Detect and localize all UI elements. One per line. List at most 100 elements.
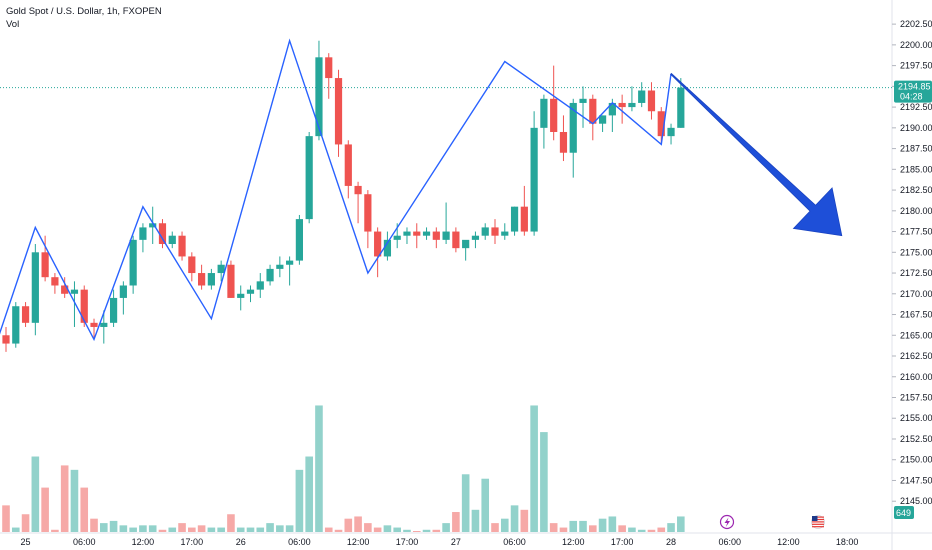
candle [188,252,196,282]
y-tick-label: 2192.50 [900,102,932,112]
candle-body [237,293,245,298]
candle-body [559,131,568,153]
candle [530,111,538,236]
candle [139,223,147,253]
volume-bar [80,487,89,532]
volume-bar [344,518,353,532]
candle [325,53,333,99]
candle-body [100,322,108,327]
candle [90,318,98,340]
volume-bar [637,529,646,532]
candle [149,206,157,245]
candle-body [12,306,20,344]
volume-badge-value: 649 [896,508,911,518]
volume-bar [90,518,98,532]
candle [256,273,264,298]
x-tick-label: 12:00 [132,537,155,547]
candle-body [628,102,636,108]
candle-body [403,231,411,236]
y-tick-label: 2160.00 [900,372,932,382]
candle-body [70,289,79,294]
candle [100,310,108,344]
volume-bar [559,527,568,532]
y-tick-label: 2145.00 [900,496,932,506]
candle-body [207,273,215,286]
volume-bar [334,529,343,532]
last-price-badge-bg [894,80,932,103]
volume-bar [432,529,441,532]
volume-bar [305,456,313,532]
candle-body [276,264,284,269]
candle [354,181,362,224]
candle-body [198,273,206,286]
candle-body [442,231,450,240]
volume-bar [285,525,294,532]
candle-body [393,235,401,240]
candle [334,69,343,157]
candle [374,227,382,278]
y-tick-label: 2172.50 [900,268,932,278]
candle [403,227,411,245]
us-flag-icon[interactable] [811,515,825,529]
volume-bar [471,509,480,532]
volume-badge: 649 [894,506,914,519]
volume-bar [589,525,597,532]
y-tick-label: 2167.50 [900,310,932,320]
candle-body [158,223,167,245]
candle-body [354,185,362,195]
candle [158,219,167,249]
volume-bar [227,514,235,532]
candle-body [501,231,509,236]
candle [109,289,118,327]
volume-bar [31,456,40,532]
candle-body [579,98,587,103]
x-tick-label: 06:00 [288,537,311,547]
candle [677,78,685,128]
volume-bar [491,523,499,532]
candle-body [168,235,176,245]
volume-bar [618,525,626,532]
y-tick-label: 2187.50 [900,144,932,154]
volume-bar [168,527,177,532]
candle [31,244,39,336]
candle [569,98,577,178]
volume-bar [647,529,656,532]
candle-body [227,264,235,298]
candle-body [344,144,352,186]
volume-bar [276,525,284,532]
candle [471,231,480,249]
candle-body [608,102,616,116]
y-tick-label: 2177.50 [900,227,932,237]
candle-body [315,57,323,137]
volume-bar [256,527,265,532]
candle [70,281,79,327]
volume-bar [266,523,274,532]
candle-body [491,227,499,236]
volume-bar [236,527,245,532]
candle-body [188,256,196,274]
volume-bar [100,523,108,532]
volume-bar [246,527,255,532]
lightning-icon[interactable] [719,514,735,530]
volume-bar [109,520,118,532]
volume-bar [324,527,333,532]
candle-body [677,87,685,128]
volume-bar [51,529,59,532]
volume-bar [364,523,372,532]
volume-bar [412,531,421,532]
candle [618,94,626,124]
volume-bar [217,527,225,532]
y-tick-label: 2202.50 [900,19,932,29]
candle [286,256,294,286]
candle [442,202,450,245]
candle-body [129,239,137,286]
y-tick-label: 2162.50 [900,351,932,361]
candle-body [295,219,303,261]
candle-body [452,231,460,249]
candle [462,239,470,261]
candle-body [21,306,30,323]
candle-body [530,127,538,232]
volume-bar [530,405,538,532]
candle [550,65,558,141]
